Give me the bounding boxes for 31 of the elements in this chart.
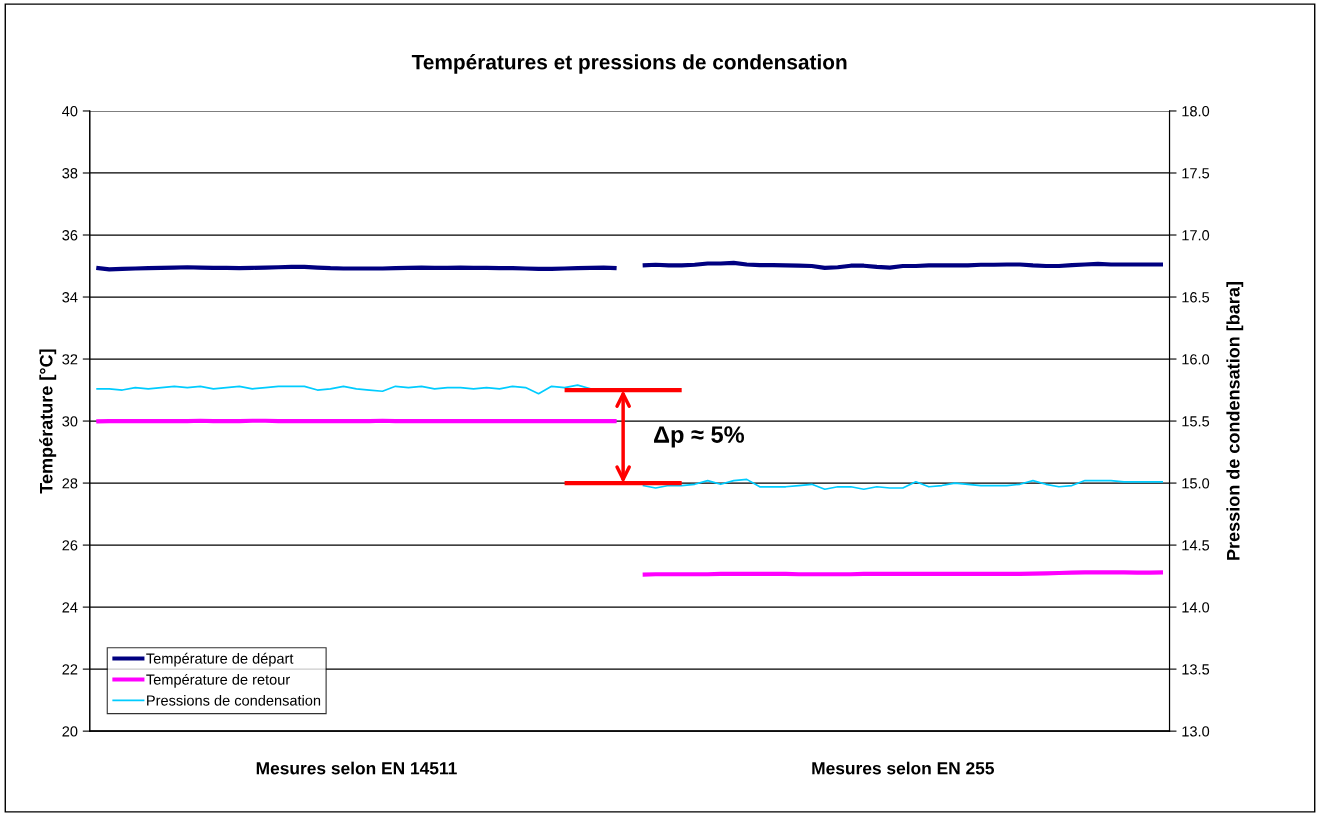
y2-tick-label: 18.0 [1182,106,1210,117]
y-tick-label: 40 [62,106,78,117]
chart-title: Températures et pressions de condensation [411,54,847,74]
y2-axis-title: Pression de condensation [bara] [1226,282,1244,560]
y-tick-label: 36 [62,230,78,241]
annotation: Δp ≈ 5% [654,426,745,448]
x-tick-label: Mesures selon EN 14511 [256,761,457,775]
x-tick-label: Mesures selon EN 255 [812,761,995,775]
y-tick-label: 20 [62,726,78,737]
legend-label: Température de retour [146,673,290,688]
y2-tick-label: 13.5 [1182,664,1210,675]
y2-tick-label: 14.5 [1182,540,1210,551]
y2-tick-label: 16.0 [1182,354,1210,365]
y2-tick-label: 17.5 [1182,168,1210,179]
y-tick-label: 24 [62,602,78,613]
y2-tick-label: 17.0 [1182,230,1210,241]
y-axis-title: Température [°C] [39,349,57,494]
y2-tick-label: 13.0 [1182,726,1210,737]
y2-tick-label: 15.5 [1182,416,1210,427]
y2-tick-label: 14.0 [1182,602,1210,613]
y-tick-label: 32 [62,354,78,365]
legend-label: Pressions de condensation [147,694,321,706]
y-tick-label: 26 [62,540,78,551]
legend-label: Température de départ [146,652,294,667]
y-tick-label: 34 [62,292,78,303]
y-tick-label: 30 [62,416,78,427]
y-tick-label: 22 [62,664,78,675]
y2-tick-label: 16.5 [1182,292,1210,303]
y2-tick-label: 15.0 [1182,478,1210,489]
y-tick-label: 38 [62,168,78,179]
y-tick-label: 28 [62,478,78,489]
